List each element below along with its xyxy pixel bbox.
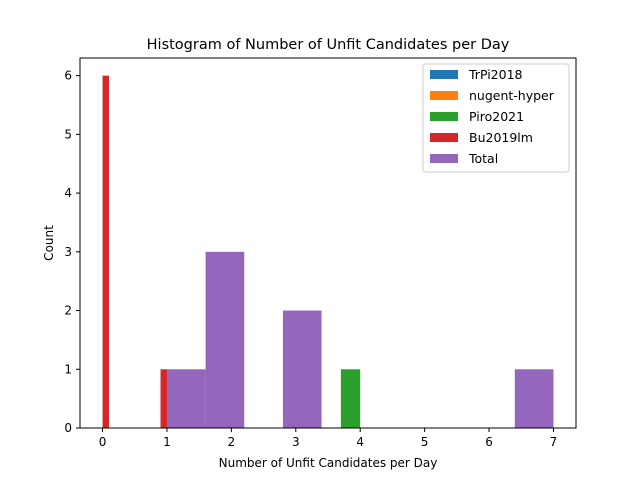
plot-frame [79,57,577,429]
y-tick-label: 5 [64,127,72,141]
x-tick-label: 3 [292,435,300,449]
legend-frame [422,63,570,173]
x-tick-label: 7 [550,435,558,449]
legend-label-nugent-hyper: nugent-hyper [469,88,555,103]
x-tick-label: 5 [421,435,429,449]
bar-total-1 [205,251,245,428]
y-tick-label: 2 [64,304,72,318]
y-tick-label: 0 [64,421,72,435]
y-tick-label: 4 [64,186,72,200]
legend-swatch-piro2021 [430,112,458,121]
bar-bu2019lm-0 [102,75,109,428]
bar-total-3 [514,369,554,428]
bar-bu2019lm-1 [160,369,167,428]
legend-swatch-bu2019lm [430,133,458,142]
legend: TrPi2018 nugent-hyper Piro2021 Bu2019lm Tota… [422,63,570,173]
y-axis-label: Count [42,225,56,261]
x-axis-label: Number of Unfit Candidates per Day [219,456,438,470]
legend-swatch-total [430,154,458,163]
legend-label-trpi2018: TrPi2018 [468,67,523,82]
chart-title: Histogram of Number of Unfit Candidates … [147,37,510,53]
legend-label-piro2021: Piro2021 [469,109,524,124]
bar-piro2021-0 [340,369,361,428]
legend-swatch-nugent-hyper [430,91,458,100]
x-tick-label: 4 [356,435,364,449]
bar-total-2 [282,310,322,428]
x-tick-label: 2 [228,435,236,449]
legend-swatch-trpi2018 [430,70,458,79]
y-tick-label: 6 [64,69,72,83]
bars-layer [102,75,554,428]
legend-label-total: Total [468,151,498,166]
legend-label-bu2019lm: Bu2019lm [469,130,533,145]
legend-entries: TrPi2018 nugent-hyper Piro2021 Bu2019lm Tota… [430,67,555,166]
y-tick-label: 1 [64,362,72,376]
x-tick-label: 6 [485,435,493,449]
ticks-layer: 0 1 2 3 4 5 6 7 0 1 2 3 4 5 6 [64,69,557,449]
x-tick-label: 1 [163,435,171,449]
y-tick-label: 3 [64,245,72,259]
bar-total-0 [166,369,206,428]
x-tick-label: 0 [99,435,107,449]
